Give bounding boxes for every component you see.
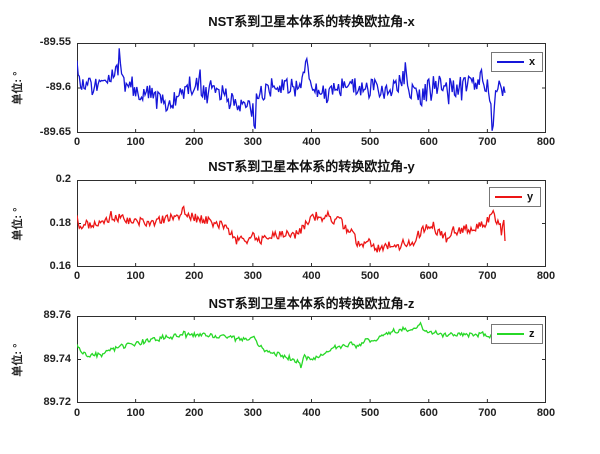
x-tick-label: 500 (360, 136, 380, 148)
x-tick-label: 0 (73, 270, 81, 282)
x-tick-label: 800 (536, 136, 556, 148)
legend-label-x: x (529, 56, 536, 68)
subplot-z-ylabel: 单位: ° (12, 343, 24, 377)
legend-line-swatch-y (495, 196, 522, 198)
x-tick-label: 700 (478, 270, 497, 282)
x-tick-label: 700 (478, 407, 497, 419)
x-tick-label: 200 (185, 407, 204, 419)
y-tick-label: 0.16 (49, 260, 71, 272)
legend-line-swatch-x (497, 61, 524, 63)
x-tick-label: 100 (126, 270, 145, 282)
legend-label-z: z (529, 328, 535, 340)
x-tick-label: 800 (536, 407, 556, 419)
y-tick-label: -89.65 (39, 126, 71, 138)
subplot-y-legend[interactable]: y (489, 187, 542, 207)
x-tick-label: 600 (419, 136, 438, 148)
x-tick-label: 600 (419, 407, 438, 419)
subplot-x-title: NST系到卫星本体系的转换欧拉角-x (208, 14, 415, 29)
x-tick-label: 400 (302, 407, 321, 419)
x-tick-label: 100 (126, 407, 145, 419)
x-tick-label: 300 (243, 136, 263, 148)
subplot-y-ylabel: 单位: ° (12, 207, 24, 241)
x-tick-label: 300 (243, 407, 263, 419)
subplot-x-legend[interactable]: x (491, 52, 544, 72)
legend-line-swatch-z (497, 333, 524, 335)
x-tick-label: 100 (126, 136, 145, 148)
y-tick-label: 0.2 (55, 173, 71, 185)
subplot-z-title: NST系到卫星本体系的转换欧拉角-z (208, 296, 415, 311)
x-tick-label: 200 (185, 136, 204, 148)
subplot-z-plot-area[interactable] (77, 316, 546, 403)
x-tick-label: 400 (302, 270, 321, 282)
x-tick-label: 700 (478, 136, 497, 148)
x-tick-label: 800 (536, 270, 556, 282)
x-tick-label: 0 (73, 407, 81, 419)
x-tick-label: 600 (419, 270, 438, 282)
x-tick-label: 0 (73, 136, 81, 148)
x-tick-label: 200 (185, 270, 204, 282)
y-tick-label: 89.76 (43, 309, 71, 321)
legend-label-y: y (527, 191, 534, 203)
y-tick-label: 89.74 (43, 352, 71, 365)
x-tick-label: 500 (360, 407, 380, 419)
subplot-y-title: NST系到卫星本体系的转换欧拉角-y (208, 159, 415, 174)
x-tick-label: 500 (360, 270, 380, 282)
y-tick-label: 89.72 (43, 396, 71, 408)
y-tick-label: -89.6 (45, 81, 71, 93)
x-tick-label: 400 (302, 136, 321, 148)
subplot-z-legend[interactable]: z (491, 324, 543, 344)
y-tick-label: -89.55 (39, 36, 71, 48)
subplot-x-plot-area[interactable] (77, 43, 546, 133)
subplot-x-ylabel: 单位: ° (12, 71, 24, 105)
y-tick-label: 0.18 (49, 216, 71, 229)
x-tick-label: 300 (243, 270, 263, 282)
subplot-y-plot-area[interactable] (77, 180, 546, 267)
